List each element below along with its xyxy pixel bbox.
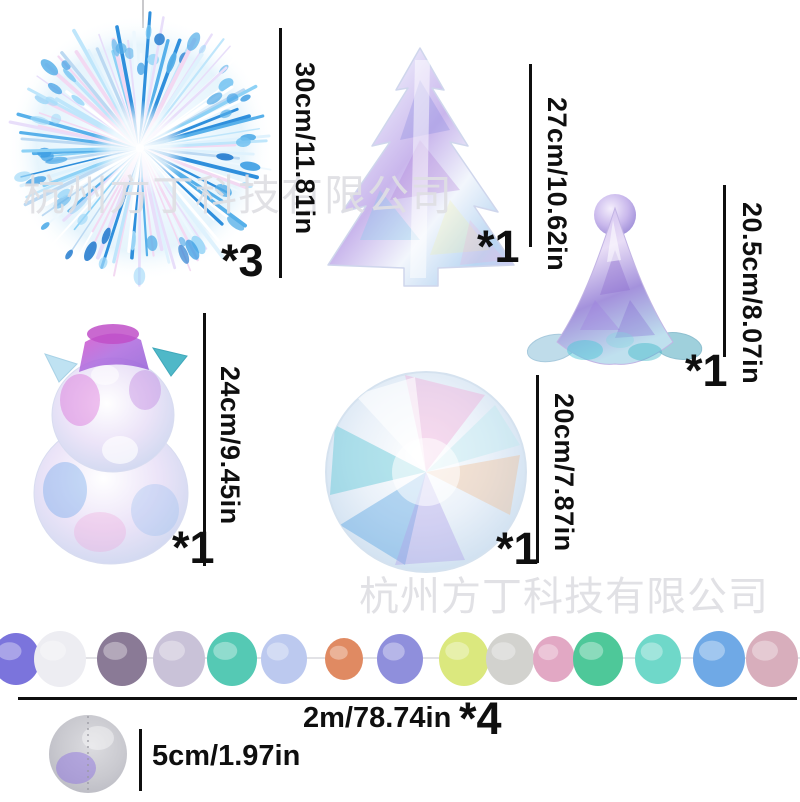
garland-disc-sheen <box>579 641 604 660</box>
ball-facets <box>330 375 520 565</box>
snowman-ornament-image <box>33 324 189 565</box>
garland-disc <box>486 633 534 685</box>
disc-size-label: 5cm/1.97in <box>152 740 301 772</box>
garland-disc-sheen <box>266 642 289 661</box>
garland-disc <box>439 632 489 686</box>
garland-disc <box>34 631 86 687</box>
garland-disc <box>261 634 307 684</box>
garland-disc-sheen <box>0 642 22 661</box>
tree-shape <box>327 47 515 287</box>
garland-disc <box>635 634 681 684</box>
tree-quantity-label: *1 <box>477 221 520 272</box>
snowflake-center-glow <box>92 100 188 196</box>
snowflake-quantity-label: *3 <box>221 235 264 286</box>
garland-disc-sheen <box>491 642 516 661</box>
watermark-middle: 杭州方丁科技有限公司 <box>359 575 769 619</box>
hat-cone <box>556 206 674 365</box>
snowman-hat-top <box>87 324 139 344</box>
disc-measure-line <box>139 729 142 791</box>
garland-length-label: 2m/78.74in <box>303 702 452 734</box>
disc-purple-sheen <box>56 752 96 784</box>
garland-disc <box>97 632 147 686</box>
watermark-top: 杭州方丁科技有限公司 <box>23 172 454 219</box>
garland-disc-sheen <box>699 640 725 661</box>
snowman-facets <box>43 365 179 552</box>
garland-disc-sheen <box>159 640 185 661</box>
garland-disc-sheen <box>640 642 663 661</box>
tree-facets <box>360 60 505 278</box>
snowman-measure-line <box>203 313 206 566</box>
garland-disc-sheen <box>329 645 348 660</box>
garland-disc-sheen <box>538 644 559 661</box>
garland-disc <box>153 631 205 687</box>
garland-disc-image <box>49 715 127 793</box>
snowman-hat <box>79 333 149 372</box>
hat-facets <box>567 220 662 361</box>
hanging-thread <box>142 0 144 28</box>
ball-ornament-image <box>325 371 527 573</box>
snowflake-ornament-image <box>7 11 273 287</box>
garland-image <box>0 631 800 687</box>
ball-measure-line <box>536 375 539 563</box>
garland-disc <box>207 632 257 686</box>
hat-size-label: 20.5cm/8.07in <box>737 202 767 385</box>
garland-disc-sheen <box>382 642 405 661</box>
tree-size-label: 27cm/10.62in <box>542 97 572 272</box>
snowflake-measure-line <box>279 28 282 278</box>
garland-disc <box>746 631 798 687</box>
ball-size-label: 20cm/7.87in <box>549 393 579 552</box>
garland-disc-sheen <box>445 641 470 660</box>
snowman-left-arm <box>44 353 78 383</box>
garland-disc-sheen <box>752 640 778 661</box>
garland-disc <box>533 636 575 682</box>
tree-ornament-image <box>327 47 515 287</box>
garland-disc-sheen <box>40 640 66 661</box>
hat-quantity-label: *1 <box>685 345 728 396</box>
garland-disc <box>325 638 363 680</box>
garland-disc-sheen <box>103 641 128 660</box>
garland-measure-line <box>18 697 797 700</box>
hat-ornament-image <box>526 194 703 365</box>
garland-quantity-label: *4 <box>459 693 502 744</box>
garland-disc <box>573 632 623 686</box>
hat-measure-line <box>723 185 726 357</box>
disc-highlight <box>82 726 114 750</box>
snowman-size-label: 24cm/9.45in <box>215 366 245 525</box>
garland-disc <box>377 634 423 684</box>
snowman-right-arm <box>151 347 188 377</box>
snowman-quantity-label: *1 <box>172 522 215 573</box>
garland-disc-sheen <box>213 641 238 660</box>
garland-disc <box>0 633 40 685</box>
ball-quantity-label: *1 <box>496 523 539 574</box>
snowflake-size-label: 30cm/11.81in <box>290 62 320 235</box>
garland-disc <box>693 631 745 687</box>
tree-measure-line <box>529 64 532 247</box>
